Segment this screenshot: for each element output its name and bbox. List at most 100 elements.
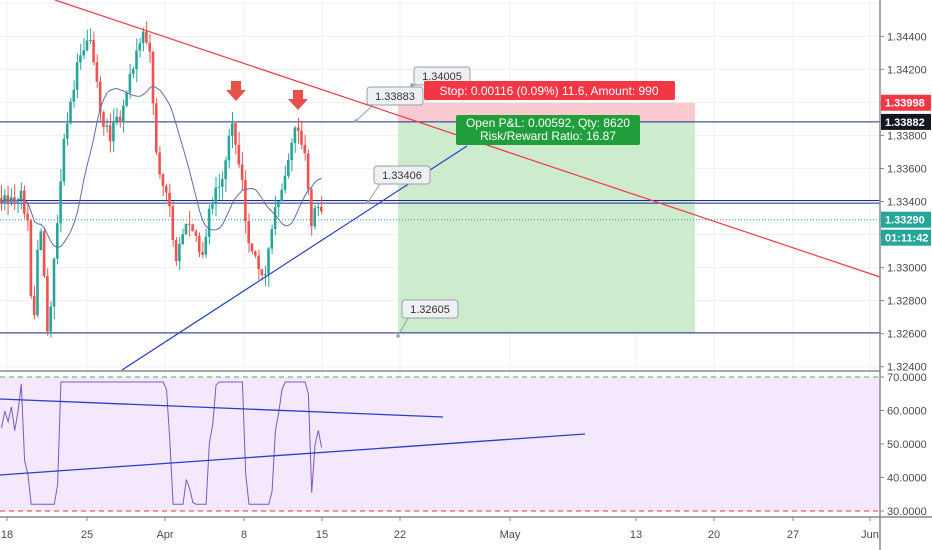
arrow-down-marker[interactable] bbox=[226, 81, 246, 101]
callout-anchor bbox=[354, 119, 358, 123]
time-tick-label: Apr bbox=[156, 529, 173, 541]
stop-label-box[interactable]: Stop: 0.00116 (0.09%) 11.6, Amount: 990 bbox=[424, 81, 675, 100]
candle-body bbox=[138, 43, 142, 51]
candle-body bbox=[313, 208, 316, 227]
candle-body bbox=[155, 103, 158, 153]
candle-body bbox=[221, 179, 224, 187]
candle-body bbox=[39, 231, 43, 251]
candle-body bbox=[19, 190, 23, 200]
candle-body bbox=[145, 31, 148, 43]
candle-body bbox=[29, 220, 33, 296]
price-tick-label: 1.32800 bbox=[887, 296, 927, 308]
candle-body bbox=[46, 276, 49, 332]
candle-body bbox=[98, 81, 102, 113]
rsi-bands bbox=[0, 376, 880, 512]
callout-anchor bbox=[366, 200, 370, 204]
price-tick-label: 1.33600 bbox=[887, 163, 927, 175]
price-tick-label: 1.32600 bbox=[887, 329, 927, 341]
candle-body bbox=[316, 206, 320, 209]
candle-body bbox=[158, 152, 161, 175]
time-tick-label: 18 bbox=[1, 529, 13, 541]
candle-body bbox=[164, 186, 168, 193]
rsi-axis[interactable]: 70.0000 60.0000 50.0000 40.0000 30.0000 bbox=[880, 372, 927, 518]
candle-body bbox=[75, 62, 79, 90]
candle-body bbox=[273, 207, 277, 230]
time-tick-label: 22 bbox=[394, 529, 406, 541]
candle-body bbox=[69, 101, 72, 124]
rsi-tick-label: 50.0000 bbox=[887, 439, 927, 451]
candle-body bbox=[201, 252, 204, 255]
callout-1-33406[interactable]: 1.33406 bbox=[366, 165, 431, 204]
price-badges: 1.33998 1.33882 1.33290 01:11:42 bbox=[881, 94, 931, 246]
candle-body bbox=[95, 62, 99, 82]
risk-reward-label: Risk/Reward Ratio: 16.87 bbox=[480, 129, 616, 143]
candle-body bbox=[194, 231, 198, 236]
callout-1-32605[interactable]: 1.32605 bbox=[396, 299, 459, 338]
candle-body bbox=[72, 89, 76, 102]
candle-body bbox=[263, 273, 267, 276]
candle-body bbox=[197, 235, 201, 253]
callout-pointer bbox=[397, 317, 409, 337]
candle-body bbox=[244, 180, 247, 222]
candle-body bbox=[306, 153, 310, 190]
price-tick-label: 1.34400 bbox=[887, 31, 927, 43]
candle-body bbox=[270, 229, 274, 249]
candle-body bbox=[320, 206, 323, 212]
callout-box bbox=[373, 165, 431, 185]
callout-pointer bbox=[367, 183, 381, 203]
candle-body bbox=[184, 223, 188, 235]
candle-body bbox=[62, 138, 66, 182]
candle-body bbox=[217, 186, 221, 188]
callout-1-33883[interactable]: 1.33883 bbox=[354, 86, 424, 123]
callout-text: 1.32605 bbox=[410, 304, 450, 316]
countdown-text: 01:11:42 bbox=[885, 233, 928, 245]
horizontal-levels[interactable] bbox=[0, 121, 880, 334]
callout-box bbox=[366, 86, 424, 106]
time-tick-label: May bbox=[500, 529, 521, 541]
rsi-descending-trendline[interactable] bbox=[0, 398, 444, 418]
candle-body bbox=[171, 206, 175, 241]
callout-text: 1.33406 bbox=[382, 170, 422, 182]
candle-body bbox=[214, 187, 217, 205]
candle-body bbox=[92, 39, 95, 63]
price-tick-label: 1.34200 bbox=[887, 64, 927, 76]
candle-body bbox=[280, 189, 283, 202]
time-tick-label: 20 bbox=[708, 529, 720, 541]
candle-body bbox=[26, 213, 29, 221]
candle-body bbox=[6, 195, 10, 203]
entry-price-badge: 1.33882 bbox=[881, 113, 931, 130]
time-tick-label: 15 bbox=[316, 529, 328, 541]
candle-body bbox=[267, 248, 270, 274]
candle-body bbox=[141, 31, 145, 44]
badge-background bbox=[881, 229, 931, 246]
candle-body bbox=[105, 125, 109, 127]
arrow-down-marker[interactable] bbox=[288, 90, 308, 110]
candle-body bbox=[240, 164, 244, 181]
time-tick-label: 13 bbox=[630, 529, 642, 541]
callout-box bbox=[401, 299, 459, 319]
rsi-tick-label: 60.0000 bbox=[887, 406, 927, 418]
callout-anchor bbox=[396, 334, 400, 338]
last-price-badge: 1.33290 bbox=[881, 211, 931, 228]
candle-body bbox=[151, 51, 155, 104]
time-tick-label: 25 bbox=[81, 529, 93, 541]
candle-body bbox=[65, 123, 69, 139]
badge-text: 1.33998 bbox=[885, 98, 925, 110]
pnl-label-box[interactable]: Open P&L: 0.00592, Qty: 8620 Risk/Reward… bbox=[456, 115, 640, 145]
price-tick-label: 1.33800 bbox=[887, 130, 927, 142]
candle-body bbox=[207, 208, 211, 237]
candle-body bbox=[234, 123, 237, 145]
candle-body bbox=[49, 306, 52, 332]
price-callouts[interactable]: 1.34005 1.33883 1.33406 1.32605 bbox=[354, 66, 471, 338]
candle-body bbox=[112, 121, 115, 142]
candle-body bbox=[118, 116, 122, 123]
candle-body bbox=[293, 127, 297, 143]
rsi-ascending-trendline[interactable] bbox=[0, 433, 586, 476]
callout-text: 1.34005 bbox=[422, 71, 462, 83]
take-profit-zone[interactable] bbox=[398, 121, 695, 333]
candle-body bbox=[211, 204, 214, 209]
stop-price-badge: 1.33998 bbox=[881, 94, 931, 111]
price-axis[interactable]: 1.344001.342001.340001.338001.336001.334… bbox=[880, 31, 927, 374]
time-axis[interactable]: 18 25 Apr 8 15 22 May 13 20 27 Jun bbox=[1, 517, 879, 541]
